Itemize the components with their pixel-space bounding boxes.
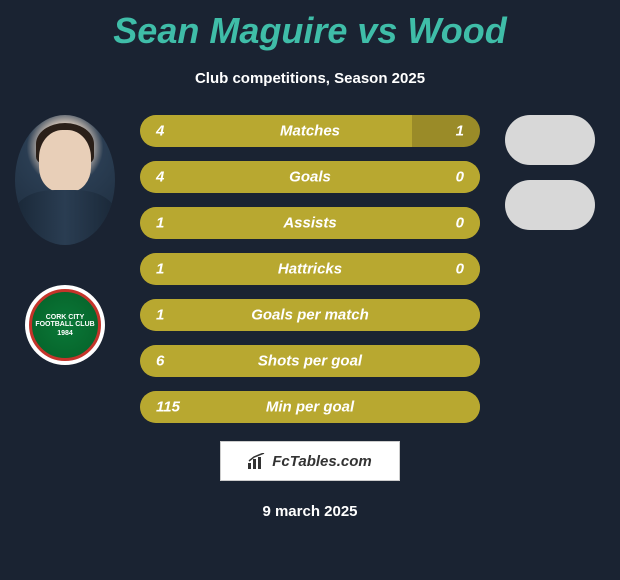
stat-row-shots-per-goal: 6 Shots per goal <box>140 345 480 377</box>
container: Sean Maguire vs Wood Club competitions, … <box>0 0 620 580</box>
stat-label: Min per goal <box>266 399 354 416</box>
stat-value-left: 1 <box>156 307 164 324</box>
player-body-icon <box>15 190 115 245</box>
stat-bar-left <box>140 115 412 147</box>
footer-date: 9 march 2025 <box>0 503 620 520</box>
club-badge-mid-text: FOOTBALL CLUB <box>35 321 94 328</box>
stat-value-left: 115 <box>156 399 180 416</box>
player-face-icon <box>39 130 91 192</box>
stat-label: Goals per match <box>251 307 369 324</box>
stats-list: 4 Matches 1 4 Goals 0 1 Assists 0 1 Hatt… <box>140 115 480 423</box>
stat-row-matches: 4 Matches 1 <box>140 115 480 147</box>
stat-row-min-per-goal: 115 Min per goal <box>140 391 480 423</box>
club-badge-inner: CORK CITY FOOTBALL CLUB 1984 <box>29 289 101 361</box>
stat-label: Assists <box>283 215 336 232</box>
player-right-badge-placeholder <box>505 180 595 230</box>
stat-value-left: 1 <box>156 215 164 232</box>
club-badge-left: CORK CITY FOOTBALL CLUB 1984 <box>25 285 105 365</box>
stat-label: Matches <box>280 123 340 140</box>
player-left-photo <box>15 115 115 245</box>
stat-label: Goals <box>289 169 331 186</box>
stat-value-left: 1 <box>156 261 164 278</box>
stat-label: Hattricks <box>278 261 342 278</box>
stat-label: Shots per goal <box>258 353 362 370</box>
content-area: CORK CITY FOOTBALL CLUB 1984 4 Matches 1… <box>0 115 620 423</box>
stat-row-assists: 1 Assists 0 <box>140 207 480 239</box>
stat-value-left: 4 <box>156 123 164 140</box>
subtitle: Club competitions, Season 2025 <box>0 70 620 87</box>
club-badge-top-text: CORK CITY <box>46 314 85 321</box>
player-right-photo-placeholder <box>505 115 595 165</box>
stat-row-hattricks: 1 Hattricks 0 <box>140 253 480 285</box>
branding-text: FcTables.com <box>272 453 371 470</box>
stat-value-right: 1 <box>456 123 464 140</box>
stat-row-goals: 4 Goals 0 <box>140 161 480 193</box>
club-badge-year: 1984 <box>57 330 73 337</box>
chart-icon <box>248 453 266 469</box>
stat-value-left: 4 <box>156 169 164 186</box>
stat-value-right: 0 <box>456 261 464 278</box>
stat-row-goals-per-match: 1 Goals per match <box>140 299 480 331</box>
branding-box[interactable]: FcTables.com <box>220 441 400 481</box>
stat-value-right: 0 <box>456 169 464 186</box>
page-title: Sean Maguire vs Wood <box>0 10 620 52</box>
stat-value-left: 6 <box>156 353 164 370</box>
stat-value-right: 0 <box>456 215 464 232</box>
